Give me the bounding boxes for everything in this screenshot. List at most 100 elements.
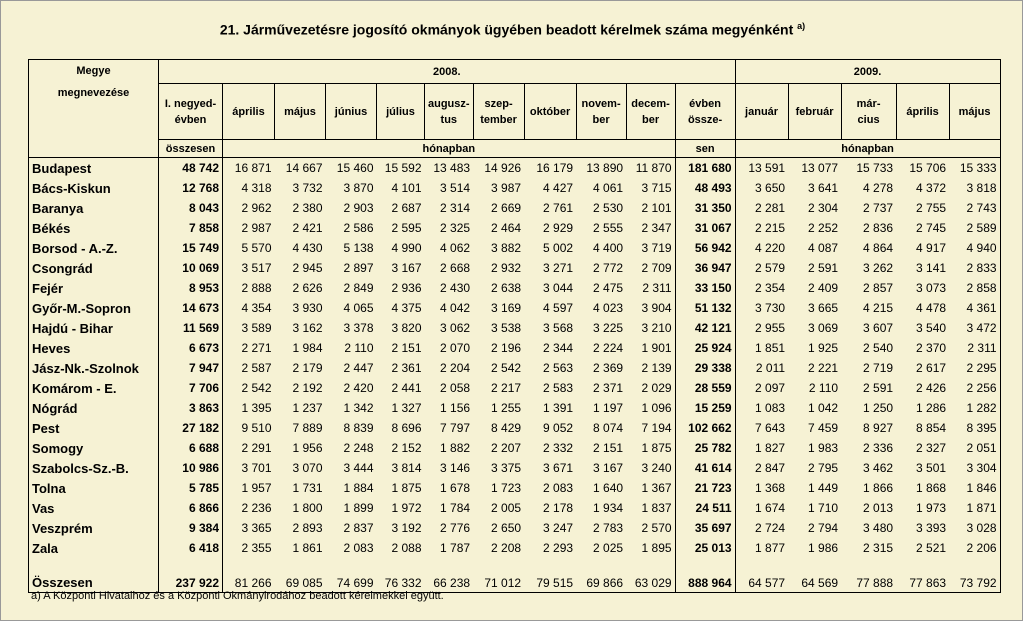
cell: 3 701 [241,461,272,475]
cell: 71 012 [484,576,522,590]
cell: 2 586 [343,221,374,235]
cell: 15 749 [158,238,223,258]
cell: 2 110 [808,381,839,395]
column-header: I. negyed- évben [158,83,223,140]
cell: 15 706 [909,161,947,175]
cell: 25 924 [675,338,736,358]
cell: 3 044 [543,281,574,295]
header-row: I. negyed- évben április május június július… [29,83,1001,140]
cell: 2 088 [391,541,422,555]
cell: 2 772 [593,261,624,275]
cell: 2 248 [343,441,374,455]
cell: 3 719 [626,238,676,258]
cell: 9 384 [158,518,223,538]
cell: 2 256 [966,381,997,395]
cell: 2 355 [241,541,272,555]
cell: 2 291 [241,441,272,455]
cell: 2 475 [593,281,624,295]
cell: 31 350 [675,198,736,218]
column-subheader: hónapban [222,139,676,158]
cell: 48 742 [158,157,223,178]
cell: 102 662 [675,418,736,438]
cell: 3 517 [241,261,272,275]
cell: 1 678 [440,481,471,495]
cell: 1 925 [808,341,839,355]
cell: 7 706 [158,378,223,398]
cell: 2 344 [543,341,574,355]
cell: 14 673 [158,298,223,318]
cell: 2 595 [391,221,422,235]
cell: 1 368 [755,481,786,495]
cell: 181 680 [675,157,736,178]
cell: 3 304 [966,461,997,475]
table-header: Megye megnevezése 2008. 2009. I. negyed- év… [28,59,1001,158]
cell: 6 866 [158,498,223,518]
header-row: összesen hónapban sen hónapban [29,139,1001,158]
cell: 2 521 [916,541,947,555]
cell: 3 568 [543,321,574,335]
cell: 2 013 [863,501,894,515]
column-header: január [734,83,789,140]
cell: 1 787 [440,541,471,555]
cell: 1 391 [543,401,574,415]
cell: 8 953 [158,278,223,298]
cell: 3 375 [491,461,522,475]
cell: 1 255 [491,401,522,415]
cell: 3 141 [916,261,947,275]
cell: 2 051 [966,441,997,455]
cell: 69 085 [285,576,323,590]
column-header: május [274,83,326,140]
cell: 1 868 [916,481,947,495]
table-row: Csongrád 10 069 3 517 2 945 2 897 3 167 2 668 2… [28,258,1001,278]
cell: 1 250 [863,401,894,415]
cell: 41 614 [675,458,736,478]
cell: 13 591 [748,161,786,175]
cell: 1 800 [292,501,323,515]
cell: 2 421 [292,221,323,235]
cell: 3 210 [626,318,676,338]
cell: 2 897 [343,261,374,275]
county-name: Győr-M.-Sopron [28,298,159,318]
cell: 3 192 [391,521,422,535]
cell: 2 617 [916,361,947,375]
cell: 2 252 [808,221,839,235]
cell: 2 058 [440,381,471,395]
cell: 1 723 [491,481,522,495]
cell: 3 501 [916,461,947,475]
county-name: Vas [28,498,159,518]
cell: 15 460 [336,161,374,175]
cell: 1 895 [626,538,676,558]
county-name: Csongrád [28,258,159,278]
cell: 2 587 [241,361,272,375]
cell: 2 555 [593,221,624,235]
cell: 1 901 [626,338,676,358]
cell: 2 589 [966,221,997,235]
cell: 2 929 [543,221,574,235]
cell: 8 074 [593,421,624,435]
cell: 2 626 [292,281,323,295]
cell: 3 169 [491,301,522,315]
cell: 9 510 [241,421,272,435]
cell: 7 889 [292,421,323,435]
cell: 2 354 [755,281,786,295]
cell: 8 696 [391,421,422,435]
cell: 4 917 [916,241,947,255]
cell: 2 101 [626,198,676,218]
cell: 2 370 [916,341,947,355]
cell: 2 583 [543,381,574,395]
cell: 2 837 [343,521,374,535]
cell: 56 942 [675,238,736,258]
cell: 3 062 [440,321,471,335]
county-name: Jász-Nk.-Szolnok [28,358,159,378]
cell: 42 121 [675,318,736,338]
cell: 2 638 [491,281,522,295]
cell: 77 863 [909,576,947,590]
cell: 21 723 [675,478,736,498]
cell: 1 983 [808,441,839,455]
cell: 1 042 [808,401,839,415]
cell: 14 667 [285,161,323,175]
cell: 3 820 [391,321,422,335]
cell: 2 530 [593,201,624,215]
cell: 3 262 [863,261,894,275]
cell: 8 395 [966,421,997,435]
